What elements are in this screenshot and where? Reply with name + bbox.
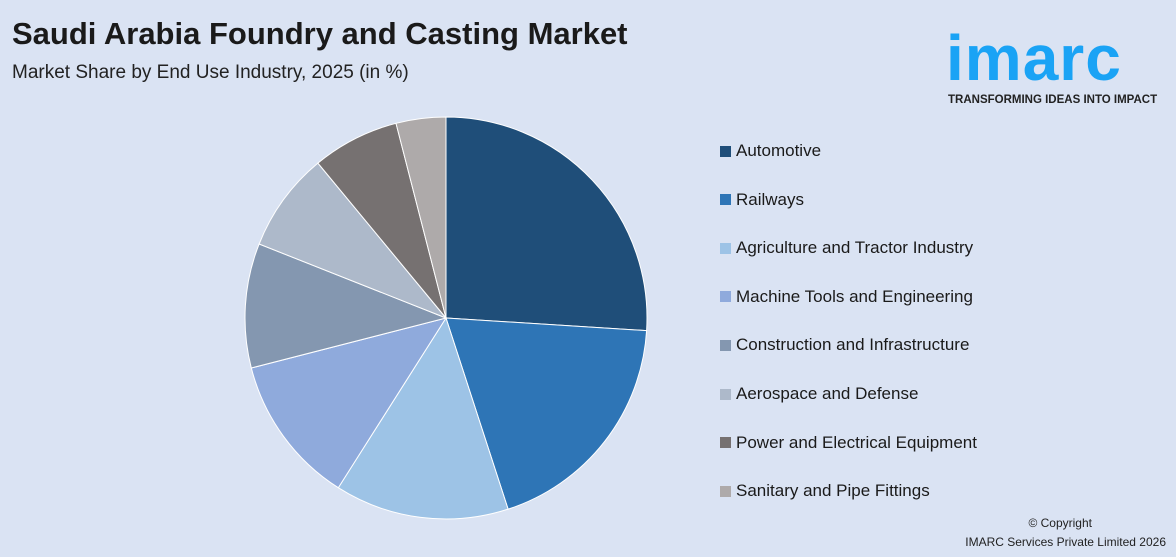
- legend-swatch: [720, 485, 731, 497]
- legend-label: Power and Electrical Equipment: [736, 432, 977, 452]
- legend-item: Agriculture and Tractor Industry: [720, 237, 973, 259]
- imarc-logo: imarc TRANSFORMING IDEAS INTO IMPACT: [946, 12, 1171, 107]
- legend-item: Automotive: [720, 140, 821, 162]
- legend-swatch: [720, 437, 731, 449]
- legend-label: Agriculture and Tractor Industry: [736, 238, 974, 258]
- legend-swatch: [720, 339, 731, 351]
- pie-slice-automotive: [445, 116, 648, 332]
- legend-label: Machine Tools and Engineering: [736, 286, 973, 306]
- pie-slice-railways: [445, 317, 648, 510]
- pie-slice-agriculture-and-tractor-industry: [337, 316, 509, 520]
- legend-item: Power and Electrical Equipment: [720, 432, 977, 454]
- legend-swatch: [720, 291, 731, 303]
- pie-slice-sanitary-and-pipe-fittings: [395, 116, 447, 319]
- chart-subtitle: Market Share by End Use Industry, 2025 (…: [12, 62, 409, 83]
- pie-slice-aerospace-and-defense: [258, 162, 447, 319]
- legend-label: Railways: [736, 189, 805, 209]
- company-name: IMARC Services Private Limited 2026: [965, 535, 1166, 549]
- pie-slice-construction-and-infrastructure: [244, 243, 448, 369]
- legend-swatch: [720, 388, 731, 400]
- legend-item: Construction and Infrastructure: [720, 334, 969, 356]
- legend-label: Automotive: [736, 141, 822, 160]
- legend-swatch: [720, 194, 731, 206]
- legend-swatch: [720, 145, 731, 157]
- chart-title: Saudi Arabia Foundry and Casting Market: [12, 16, 628, 51]
- logo-tagline: TRANSFORMING IDEAS INTO IMPACT: [948, 94, 1158, 106]
- legend-item: Railways: [720, 189, 804, 211]
- legend-label: Construction and Infrastructure: [736, 335, 970, 355]
- legend-item: Aerospace and Defense: [720, 383, 918, 405]
- legend-label: Sanitary and Pipe Fittings: [736, 481, 930, 501]
- legend-swatch: [720, 242, 731, 254]
- legend-item: Sanitary and Pipe Fittings: [720, 480, 930, 502]
- copyright: © Copyright: [1028, 516, 1092, 530]
- legend-item: Machine Tools and Engineering: [720, 286, 973, 308]
- pie-slice-machine-tools-and-engineering: [250, 317, 448, 489]
- legend-label: Aerospace and Defense: [736, 384, 919, 403]
- logo-word: imarc: [946, 22, 1122, 94]
